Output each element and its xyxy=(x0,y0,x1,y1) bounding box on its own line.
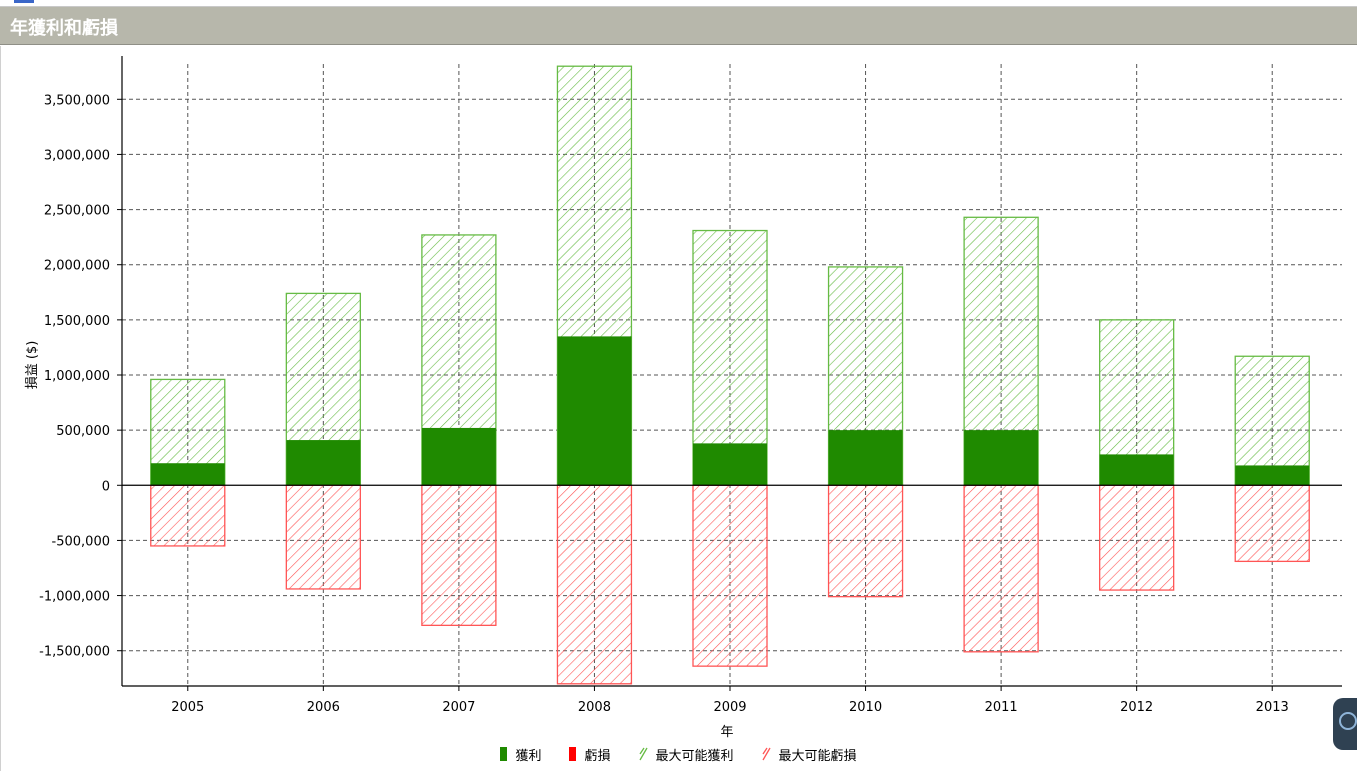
x-tick-label: 2007 xyxy=(442,700,475,715)
y-tick-label: 500,000 xyxy=(56,424,110,439)
bar-profit xyxy=(1099,454,1174,486)
bars xyxy=(150,65,1310,685)
y-tick-label: 1,500,000 xyxy=(44,314,110,329)
bar-profit xyxy=(693,443,767,486)
bar-max-loss xyxy=(1234,484,1310,563)
bar-profit xyxy=(828,430,903,486)
bar-max-profit xyxy=(692,229,768,486)
x-tick-label: 2011 xyxy=(985,700,1018,715)
x-tick-label: 2008 xyxy=(578,700,611,715)
legend-item-profit[interactable]: 獲利 xyxy=(500,744,541,764)
bar-profit xyxy=(1235,465,1310,486)
bar-profit xyxy=(964,430,1039,486)
left-border xyxy=(0,46,1,771)
bar-max-loss xyxy=(963,484,1039,653)
y-tick-label: -1,500,000 xyxy=(39,645,110,660)
legend-swatch-max-loss xyxy=(761,747,771,761)
chat-bubble-icon[interactable] xyxy=(1333,698,1357,750)
bar-profit xyxy=(150,463,225,486)
y-tick-label: 1,000,000 xyxy=(44,369,110,384)
legend: 獲利 虧損 最大可能獲利 最大可能虧損 xyxy=(0,744,1357,764)
y-tick-label: 3,000,000 xyxy=(44,148,110,163)
x-tick-label: 2012 xyxy=(1120,700,1153,715)
legend-item-max-loss[interactable]: 最大可能虧損 xyxy=(761,744,857,764)
axis-labels: -1,500,000 -1,000,000 -500,000 0 500,000 1,00… xyxy=(25,93,1289,740)
legend-swatch-loss xyxy=(569,747,577,761)
bar-profit xyxy=(286,440,361,486)
bar-profit xyxy=(421,427,496,486)
legend-item-loss[interactable]: 虧損 xyxy=(569,744,611,764)
profit-loss-chart: -1,500,000 -1,000,000 -500,000 0 500,000 1,00… xyxy=(25,56,1342,740)
bar-profit xyxy=(557,336,632,486)
bar-max-loss xyxy=(692,484,768,667)
bar-max-loss xyxy=(150,484,226,547)
y-axis-title: 損益 ($) xyxy=(25,341,40,390)
y-tick-label: 0 xyxy=(102,479,110,494)
y-tick-label: 3,500,000 xyxy=(44,93,110,108)
legend-label-loss: 虧損 xyxy=(584,748,611,764)
bar-max-loss xyxy=(556,484,633,685)
x-tick-label: 2010 xyxy=(849,700,882,715)
chat-bubble-inner xyxy=(1339,712,1357,730)
panel-title: 年獲利和虧損 xyxy=(10,18,118,39)
x-axis-title: 年 xyxy=(720,725,733,740)
y-tick-label: 2,500,000 xyxy=(44,204,110,219)
legend-label-max-loss: 最大可能虧損 xyxy=(778,748,857,764)
x-tick-label: 2006 xyxy=(307,700,340,715)
legend-swatch-max-profit xyxy=(638,747,648,761)
bar-max-profit xyxy=(1234,355,1310,486)
tab-indicator[interactable] xyxy=(14,0,34,3)
y-tick-label: 2,000,000 xyxy=(44,259,110,274)
x-tick-label: 2013 xyxy=(1256,700,1289,715)
legend-item-max-profit[interactable]: 最大可能獲利 xyxy=(638,744,734,764)
legend-label-max-profit: 最大可能獲利 xyxy=(655,748,734,764)
legend-label-profit: 獲利 xyxy=(515,748,542,764)
y-tick-label: -500,000 xyxy=(52,534,110,549)
x-tick-label: 2009 xyxy=(713,700,746,715)
x-tick-label: 2005 xyxy=(171,700,204,715)
axes xyxy=(117,56,1342,691)
panel-header: 年獲利和虧損 xyxy=(0,7,1357,45)
bar-max-loss xyxy=(1099,484,1175,591)
top-strip xyxy=(0,0,1357,7)
legend-swatch-profit xyxy=(500,747,508,761)
bar-max-loss xyxy=(421,484,497,626)
y-tick-label: -1,000,000 xyxy=(39,590,110,605)
bar-max-loss xyxy=(827,484,904,598)
bar-max-loss xyxy=(285,484,361,590)
